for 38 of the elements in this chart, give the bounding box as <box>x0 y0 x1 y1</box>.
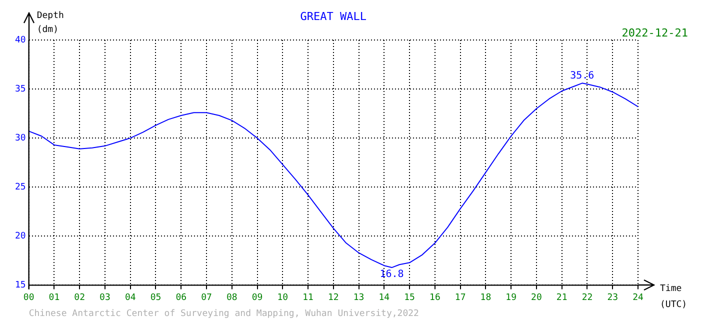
y-tick-label: 20 <box>14 232 26 242</box>
text: 2022-12-21 <box>622 26 688 40</box>
y-tick-label: 15 <box>14 280 26 291</box>
chart-title: GREAT WALL <box>300 10 367 23</box>
x-tick-label: 24 <box>632 292 644 303</box>
annotation: 35.6 <box>570 70 594 82</box>
x-tick-label: 16 <box>430 292 440 303</box>
x-tick-label: 10 <box>277 292 288 303</box>
x-tick-label: 09 <box>252 292 263 303</box>
x-tick-label: 07 <box>201 292 212 303</box>
x-tick-label: 17 <box>454 292 466 303</box>
x-tick-label: 18 <box>480 292 492 303</box>
x-axis-title: Time (UTC) <box>660 284 688 310</box>
y-tick-label: 30 <box>14 133 26 144</box>
x-tick-label: 19 <box>506 292 517 303</box>
x-tick-label: 21 <box>556 292 568 303</box>
x-tick-label: 11 <box>302 292 314 303</box>
x-tick-label: 14 <box>378 292 390 303</box>
x-tick-label: 15 <box>404 292 415 303</box>
x-tick-label: 04 <box>124 292 136 303</box>
x-tick-label: 20 <box>531 292 542 303</box>
x-tick-label: 22 <box>582 292 593 303</box>
x-tick-label: 02 <box>74 292 86 303</box>
x-tick-label: 05 <box>150 292 162 303</box>
x-tick-label: 01 <box>48 292 60 303</box>
x-tick-label: 13 <box>353 292 364 303</box>
x-tick-label: 12 <box>328 292 339 303</box>
y-tick-label: 40 <box>14 35 26 46</box>
x-tick-label: 00 <box>23 292 34 303</box>
x-tick-label: 03 <box>100 292 110 303</box>
x-tick-label: 08 <box>226 292 238 303</box>
x-tick-label: 23 <box>607 292 618 303</box>
y-axis-title: Depth (dm) <box>36 11 64 35</box>
text: Chinese Antarctic Center of Surveying and Mapping, Wuhan University,2022 <box>28 309 419 320</box>
x-tick-label: 06 <box>176 292 187 303</box>
y-tick-label: 25 <box>14 182 26 192</box>
y-tick-label: 35 <box>14 84 26 94</box>
annotation: 16.8 <box>380 269 404 280</box>
